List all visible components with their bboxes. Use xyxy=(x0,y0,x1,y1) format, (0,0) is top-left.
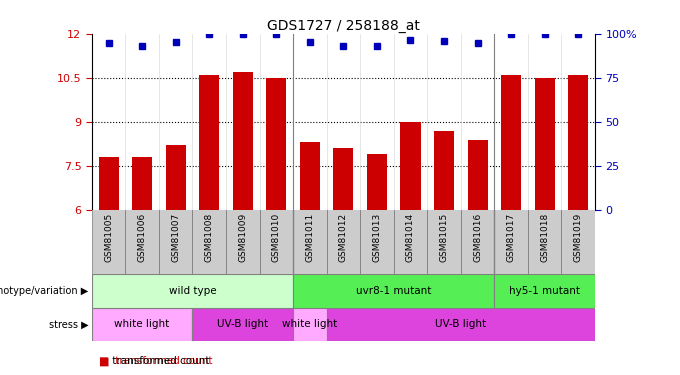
Bar xyxy=(501,75,521,210)
Bar xyxy=(367,154,387,210)
Text: GSM81015: GSM81015 xyxy=(439,213,449,262)
Text: wild type: wild type xyxy=(169,286,216,296)
Bar xyxy=(92,274,293,308)
Text: GSM81012: GSM81012 xyxy=(339,213,348,262)
Bar xyxy=(300,142,320,210)
Bar xyxy=(468,140,488,210)
Bar xyxy=(326,308,595,341)
Bar xyxy=(233,72,253,210)
Bar xyxy=(99,157,118,210)
Bar xyxy=(494,274,595,308)
Bar xyxy=(568,75,588,210)
Text: GSM81006: GSM81006 xyxy=(137,213,147,262)
Bar xyxy=(132,157,152,210)
Bar xyxy=(401,122,420,210)
Text: ■: ■ xyxy=(99,356,109,366)
Text: GSM81008: GSM81008 xyxy=(205,213,214,262)
Bar xyxy=(267,78,286,210)
Text: hy5-1 mutant: hy5-1 mutant xyxy=(509,286,580,296)
Text: GSM81007: GSM81007 xyxy=(171,213,180,262)
Text: uvr8-1 mutant: uvr8-1 mutant xyxy=(356,286,431,296)
Text: GSM81018: GSM81018 xyxy=(540,213,549,262)
Text: GSM81010: GSM81010 xyxy=(272,213,281,262)
Text: white light: white light xyxy=(114,320,170,329)
Text: UV-B light: UV-B light xyxy=(435,320,486,329)
Text: GSM81014: GSM81014 xyxy=(406,213,415,262)
Text: genotype/variation ▶: genotype/variation ▶ xyxy=(0,286,88,296)
Bar xyxy=(333,148,354,210)
Text: GSM81017: GSM81017 xyxy=(507,213,515,262)
Bar xyxy=(293,308,326,341)
Bar xyxy=(192,308,293,341)
Text: white light: white light xyxy=(282,320,337,329)
Title: GDS1727 / 258188_at: GDS1727 / 258188_at xyxy=(267,19,420,33)
Text: transformed count: transformed count xyxy=(109,356,209,366)
Text: GSM81011: GSM81011 xyxy=(305,213,314,262)
Text: GSM81009: GSM81009 xyxy=(238,213,248,262)
Text: UV-B light: UV-B light xyxy=(217,320,269,329)
Text: GSM81019: GSM81019 xyxy=(574,213,583,262)
Bar xyxy=(199,75,219,210)
Text: ■  transformed count: ■ transformed count xyxy=(99,356,212,366)
Text: GSM81013: GSM81013 xyxy=(373,213,381,262)
Bar xyxy=(92,308,192,341)
Text: stress ▶: stress ▶ xyxy=(49,320,88,329)
Bar xyxy=(534,78,555,210)
Text: GSM81016: GSM81016 xyxy=(473,213,482,262)
Bar xyxy=(434,131,454,210)
Bar xyxy=(293,274,494,308)
Text: GSM81005: GSM81005 xyxy=(104,213,113,262)
Bar xyxy=(166,146,186,210)
